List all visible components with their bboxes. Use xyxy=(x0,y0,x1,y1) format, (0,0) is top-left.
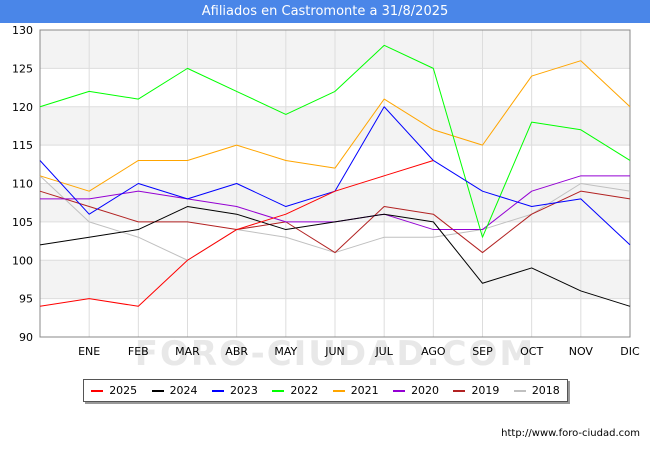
legend-item-2025: 2025 xyxy=(91,384,137,397)
legend-item-2023: 2023 xyxy=(211,384,258,397)
legend-swatch xyxy=(453,389,466,392)
legend-item-2019: 2019 xyxy=(453,384,499,397)
axes xyxy=(39,29,631,338)
x-tick-label: DIC xyxy=(620,345,640,358)
series-line-2025 xyxy=(39,159,434,307)
legend-item-2024: 2024 xyxy=(151,384,198,397)
legend-label: 2021 xyxy=(350,384,379,397)
x-tick-label: JUL xyxy=(374,345,393,358)
y-tick-label: 125 xyxy=(12,62,33,75)
legend-item-2021: 2021 xyxy=(332,384,379,397)
y-tick-label: 90 xyxy=(19,331,33,344)
y-tick-label: 95 xyxy=(19,293,33,306)
y-tick-label: 120 xyxy=(12,101,33,114)
legend-item-2022: 2022 xyxy=(272,384,318,397)
legend-swatch xyxy=(151,389,164,392)
series-line-2021 xyxy=(39,60,631,192)
legend-label: 2019 xyxy=(471,384,500,397)
legend-swatch xyxy=(91,389,104,392)
y-tick-labels: 90 95 100 105 110 115 120 125 130 xyxy=(12,24,33,344)
x-tick-label: ABR xyxy=(225,345,248,358)
legend-swatch xyxy=(393,389,406,392)
y-tick-label: 130 xyxy=(12,24,33,37)
x-tick-label: AGO xyxy=(421,345,446,358)
x-tick-label: OCT xyxy=(520,345,543,358)
legend-swatch xyxy=(272,389,285,392)
legend-swatch xyxy=(211,389,224,392)
legend-label: 2023 xyxy=(229,384,258,397)
legend-label: 2018 xyxy=(531,384,560,397)
y-tick-label: 105 xyxy=(12,216,33,229)
series-line-2024 xyxy=(39,206,631,307)
x-tick-label: JUN xyxy=(324,345,345,358)
series-line-2022 xyxy=(39,44,631,238)
legend-label: 2024 xyxy=(169,384,198,397)
y-tick-label: 115 xyxy=(12,139,33,152)
source-url: http://www.foro-ciudad.com xyxy=(501,428,640,439)
legend-label: 2020 xyxy=(411,384,440,397)
plot-frame xyxy=(39,29,631,338)
legend-label: 2025 xyxy=(109,384,138,397)
x-tick-label: MAY xyxy=(274,345,297,358)
series-lines xyxy=(39,44,631,307)
chart-title: Afiliados en Castromonte a 31/8/2025 xyxy=(0,0,650,23)
watermark: FORO-CIUDAD.COM xyxy=(135,334,536,374)
legend: 2025 2024 2023 2022 2021 2020 2019 2018 xyxy=(83,379,568,402)
legend-item-2020: 2020 xyxy=(393,384,439,397)
x-tick-label: ENE xyxy=(78,345,100,358)
x-tick-labels: ENE FEB MAR ABR MAY JUN JUL AGO SEP OCT NOV DIC xyxy=(78,345,640,358)
y-tick-label: 100 xyxy=(12,254,33,267)
legend-item-2018: 2018 xyxy=(513,384,560,397)
legend-swatch xyxy=(332,389,345,392)
x-tick-label: FEB xyxy=(128,345,149,358)
legend-label: 2022 xyxy=(290,384,319,397)
x-tick-label: MAR xyxy=(175,345,200,358)
x-tick-label: NOV xyxy=(569,345,594,358)
series-line-2019 xyxy=(39,190,631,254)
x-tick-label: SEP xyxy=(472,345,493,358)
y-tick-label: 110 xyxy=(12,178,33,191)
legend-swatch xyxy=(513,389,526,392)
